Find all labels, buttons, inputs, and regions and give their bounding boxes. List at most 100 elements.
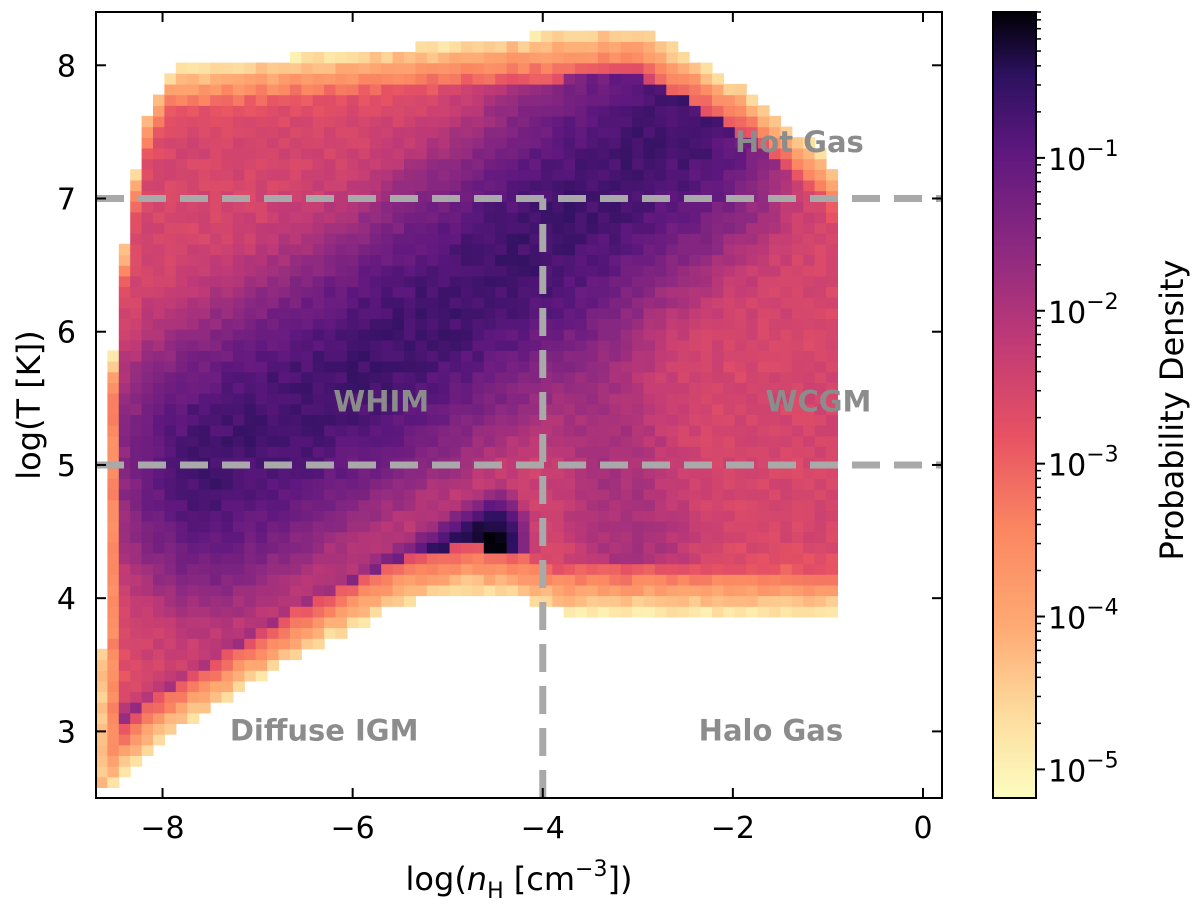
heatmap-cell xyxy=(324,371,337,383)
region-label: Halo Gas xyxy=(699,714,843,748)
heatmap-cell xyxy=(289,211,302,224)
heatmap-cell xyxy=(289,606,302,618)
heatmap-cell xyxy=(164,499,177,511)
heatmap-cell xyxy=(609,211,622,224)
heatmap-cell xyxy=(700,499,713,511)
heatmap-cell xyxy=(96,744,108,756)
heatmap-cell xyxy=(540,520,553,533)
heatmap-cell xyxy=(232,265,245,277)
heatmap-cell xyxy=(232,382,245,394)
heatmap-cell xyxy=(506,265,519,277)
heatmap-cell xyxy=(141,552,154,565)
heatmap-cell xyxy=(415,222,428,234)
heatmap-cell xyxy=(609,361,622,373)
heatmap-cell xyxy=(563,201,576,213)
heatmap-cell xyxy=(563,297,576,309)
heatmap-cell xyxy=(289,499,302,511)
heatmap-cell xyxy=(529,542,542,554)
heatmap-cell xyxy=(518,371,530,383)
heatmap-cell xyxy=(632,243,645,256)
heatmap-cell xyxy=(700,488,713,501)
heatmap-cell xyxy=(426,275,439,288)
heatmap-cell xyxy=(335,62,348,74)
heatmap-cell xyxy=(404,137,416,149)
heatmap-cell xyxy=(415,435,428,447)
heatmap-cell xyxy=(301,393,314,405)
heatmap-cell xyxy=(689,584,702,597)
heatmap-cell xyxy=(461,339,473,351)
heatmap-cell xyxy=(232,94,245,106)
heatmap-cell xyxy=(483,62,496,74)
heatmap-cell xyxy=(438,435,451,447)
heatmap-cell xyxy=(677,520,690,533)
heatmap-cell xyxy=(552,531,565,543)
heatmap-cell xyxy=(712,414,724,426)
heatmap-cell xyxy=(301,329,314,341)
heatmap-cell xyxy=(643,584,656,597)
heatmap-cell xyxy=(255,382,268,394)
heatmap-cell xyxy=(141,542,154,554)
heatmap-cell xyxy=(803,243,816,256)
heatmap-cell xyxy=(757,286,770,298)
heatmap-cell xyxy=(289,339,302,351)
heatmap-cell xyxy=(324,574,337,586)
heatmap-cell xyxy=(518,126,530,138)
heatmap-cell xyxy=(814,179,827,192)
heatmap-cell xyxy=(597,297,610,309)
heatmap-cell xyxy=(461,510,473,522)
heatmap-cell xyxy=(118,616,131,629)
heatmap-cell xyxy=(518,147,530,160)
heatmap-cell xyxy=(232,659,245,671)
heatmap-cell xyxy=(586,243,599,256)
heatmap-cell xyxy=(415,361,428,373)
heatmap-cell xyxy=(723,297,736,309)
heatmap-cell xyxy=(118,382,131,394)
heatmap-cell xyxy=(757,211,770,224)
heatmap-cell xyxy=(278,62,291,74)
heatmap-cell xyxy=(312,115,325,128)
x-tick-label: −4 xyxy=(521,811,565,846)
heatmap-cell xyxy=(278,137,291,149)
heatmap-cell xyxy=(164,339,177,351)
heatmap-cell xyxy=(757,297,770,309)
heatmap-cell xyxy=(210,222,223,234)
heatmap-cell xyxy=(153,201,165,213)
heatmap-cell xyxy=(175,702,188,714)
heatmap-cell xyxy=(540,158,553,170)
heatmap-cell xyxy=(210,201,223,213)
heatmap-cell xyxy=(267,179,280,192)
heatmap-cell xyxy=(712,361,724,373)
heatmap-cell xyxy=(814,254,827,266)
heatmap-cell xyxy=(791,318,804,330)
heatmap-cell xyxy=(472,52,485,64)
heatmap-cell xyxy=(689,83,702,96)
heatmap-cell xyxy=(335,73,348,85)
heatmap-cell xyxy=(232,222,245,234)
heatmap-cell xyxy=(609,94,622,106)
heatmap-cell xyxy=(324,265,337,277)
heatmap-cell xyxy=(540,552,553,565)
heatmap-cell xyxy=(461,499,473,511)
heatmap-cell xyxy=(472,552,485,565)
heatmap-cell xyxy=(210,574,223,586)
heatmap-cell xyxy=(449,584,462,597)
heatmap-cell xyxy=(255,286,268,298)
heatmap-cell xyxy=(803,169,816,181)
heatmap-cell xyxy=(369,606,382,618)
heatmap-cell xyxy=(244,606,257,618)
heatmap-cell xyxy=(791,520,804,533)
heatmap-cell xyxy=(495,552,508,565)
heatmap-cell xyxy=(324,488,337,501)
heatmap-cell xyxy=(780,329,793,341)
heatmap-cell xyxy=(324,350,337,362)
heatmap-cell xyxy=(734,339,747,351)
heatmap-cell xyxy=(780,179,793,192)
heatmap-cell xyxy=(415,563,428,575)
heatmap-cell xyxy=(449,52,462,64)
heatmap-cell xyxy=(118,275,131,288)
heatmap-cell xyxy=(164,467,177,479)
heatmap-cell xyxy=(175,414,188,426)
heatmap-cell xyxy=(506,41,519,53)
heatmap-cell xyxy=(746,393,759,405)
heatmap-cell xyxy=(518,233,530,245)
